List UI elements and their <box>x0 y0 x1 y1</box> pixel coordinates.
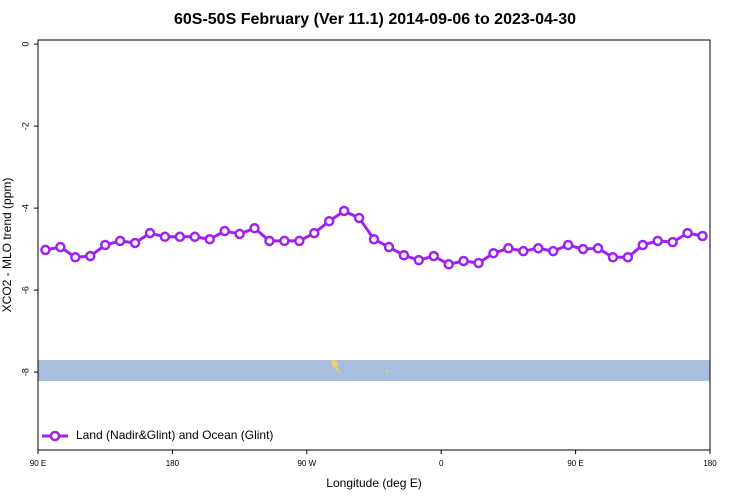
point <box>577 243 589 255</box>
land-shape <box>386 370 388 372</box>
point <box>637 239 649 251</box>
point <box>70 252 81 263</box>
y-axis-label: XCO2 - MLO trend (ppm) <box>0 178 14 313</box>
y-tick-label: 0 <box>20 42 30 47</box>
point <box>85 250 96 262</box>
point <box>697 230 708 242</box>
map-strip <box>38 360 710 381</box>
y-tick-label: -6 <box>20 286 30 294</box>
point <box>294 235 305 247</box>
point <box>189 231 201 243</box>
point <box>249 222 260 234</box>
point <box>383 241 395 253</box>
y-tick-label: -4 <box>20 204 30 212</box>
x-tick-label: 0 <box>439 459 444 468</box>
land-shape <box>331 360 342 373</box>
x-tick-label: 180 <box>703 459 717 468</box>
point <box>413 254 425 266</box>
point <box>398 250 410 261</box>
point <box>652 235 663 247</box>
point <box>323 215 335 227</box>
point <box>264 235 275 247</box>
point <box>458 255 469 267</box>
chart-title: 60S-50S February (Ver 11.1) 2014-09-06 t… <box>174 11 576 28</box>
point <box>547 245 559 257</box>
point <box>607 252 619 263</box>
y-tick-label: -2 <box>20 122 30 130</box>
point <box>488 247 499 259</box>
point <box>309 227 320 239</box>
point <box>562 239 574 251</box>
point <box>204 234 215 245</box>
point <box>368 234 380 245</box>
x-tick-label: 180 <box>166 459 180 468</box>
x-tick-label: 90 E <box>567 459 583 468</box>
point <box>159 231 171 243</box>
point <box>443 259 454 270</box>
point <box>219 225 230 237</box>
point <box>55 241 66 253</box>
point <box>129 237 141 249</box>
point <box>40 244 51 256</box>
point <box>592 243 604 254</box>
legend-marker <box>49 430 61 442</box>
point <box>234 228 245 240</box>
legend-label: Land (Nadir&Glint) and Ocean (Glint) <box>76 428 273 442</box>
point <box>533 243 544 254</box>
point <box>174 231 186 243</box>
point <box>667 236 678 248</box>
point <box>114 235 126 247</box>
point <box>99 239 111 251</box>
point <box>503 243 514 254</box>
point <box>144 227 156 239</box>
point <box>428 250 439 262</box>
point <box>353 212 365 224</box>
point <box>473 257 484 269</box>
y-tick-label: -8 <box>20 368 30 376</box>
plot-frame <box>37 39 711 451</box>
x-axis-label: Longitude (deg E) <box>326 476 421 490</box>
point <box>682 227 693 239</box>
x-tick-label: 90 W <box>297 459 316 468</box>
point <box>279 235 290 247</box>
point <box>518 245 529 257</box>
point <box>338 205 350 217</box>
x-tick-label: 90 E <box>30 459 46 468</box>
point <box>622 252 634 263</box>
